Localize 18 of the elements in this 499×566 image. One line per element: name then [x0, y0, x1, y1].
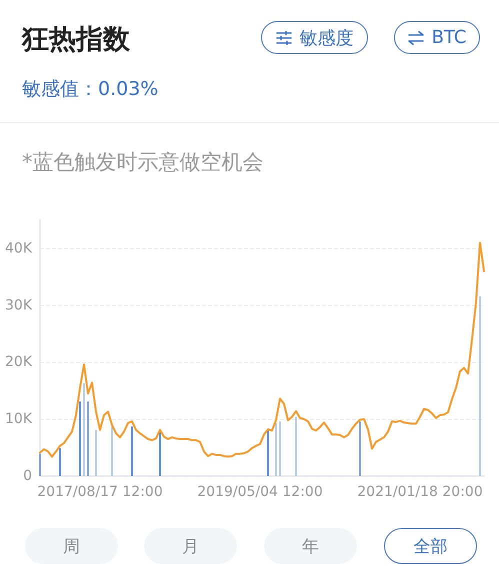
- y-tick-label: 0: [23, 468, 32, 484]
- chart-subtitle: 敏感值：0.03%: [22, 77, 158, 102]
- text: *蓝色触发时示意做空机会: [22, 149, 264, 176]
- y-tick-label: 10K: [5, 411, 33, 428]
- text: 全部: [384, 528, 477, 564]
- text: 年: [264, 528, 357, 564]
- chart-title: 狂热指数: [22, 23, 130, 57]
- text: 敏感度: [300, 26, 354, 50]
- text: 周: [25, 528, 118, 564]
- text: BTC: [432, 27, 466, 48]
- text: 月: [144, 528, 237, 564]
- x-tick-label: 2017/08/17 12:00: [37, 484, 163, 500]
- x-tick-label: 2019/05/04 12:00: [197, 484, 323, 500]
- x-tick-label: 2021/01/18 20:00: [357, 484, 483, 500]
- y-tick-label: 20K: [5, 354, 33, 370]
- y-tick-label: 30K: [5, 297, 33, 314]
- y-tick-label: 40K: [5, 240, 33, 256]
- line-series: [39, 242, 485, 458]
